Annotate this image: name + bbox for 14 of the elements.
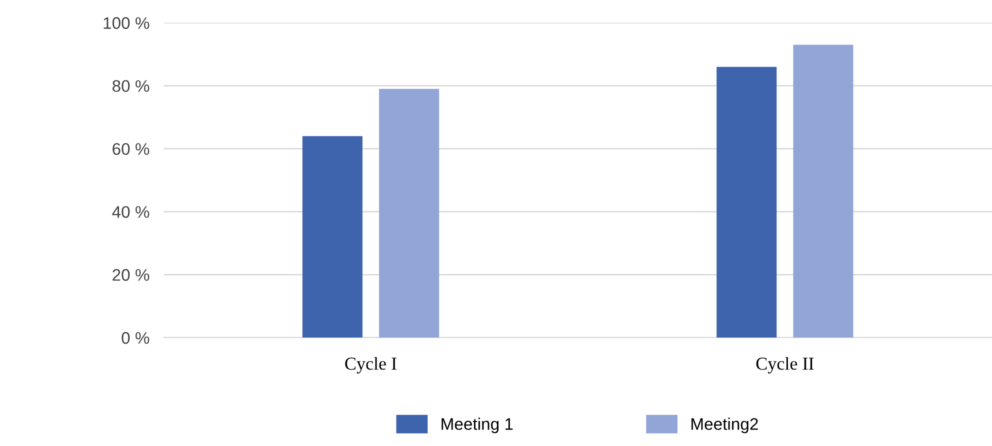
legend-label: Meeting 1 <box>442 418 513 434</box>
bar <box>379 88 440 338</box>
y-tick-label: 20 % <box>112 269 150 281</box>
x-tick-label: Cycle II <box>756 357 814 374</box>
bar <box>793 44 854 338</box>
y-tick-label: 0 % <box>122 332 150 344</box>
bar <box>302 136 362 338</box>
y-tick-label: 100 % <box>104 17 150 29</box>
y-tick-label: 80 % <box>112 80 150 92</box>
y-tick-label: 60 % <box>112 143 150 155</box>
bar <box>716 66 777 338</box>
x-tick-label: Cycle I <box>345 357 396 374</box>
legend-label: Meeting2 <box>692 418 758 434</box>
y-tick-label: 40 % <box>112 206 150 218</box>
